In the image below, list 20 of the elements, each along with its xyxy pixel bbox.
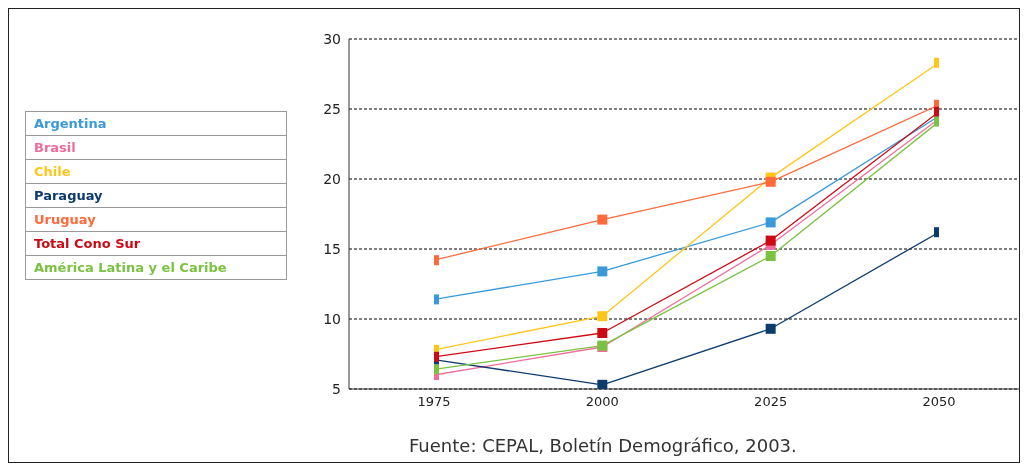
x-tick-label: 1975 bbox=[417, 394, 451, 410]
y-tick-label: 15 bbox=[323, 240, 341, 257]
text: Brasil bbox=[26, 135, 286, 159]
y-tick-label: 20 bbox=[323, 170, 341, 187]
text: Uruguay bbox=[26, 207, 286, 231]
y-tick-label: 25 bbox=[323, 100, 341, 117]
source-note: Fuente: CEPAL, Boletín Demográfico, 2003. bbox=[409, 435, 797, 456]
text: Paraguay bbox=[26, 183, 286, 207]
x-tick-label: 2025 bbox=[754, 394, 788, 410]
x-tick-label: 2050 bbox=[922, 394, 956, 410]
y-tick-label: 30 bbox=[323, 30, 341, 47]
x-tick-label: 2000 bbox=[585, 394, 619, 410]
point bbox=[597, 266, 608, 277]
point bbox=[765, 217, 776, 228]
y-tick-label: 5 bbox=[332, 380, 341, 397]
y-tick-label: 10 bbox=[323, 310, 341, 327]
text: Argentina bbox=[33, 115, 108, 133]
text: América Latina y el Caribe bbox=[26, 255, 286, 279]
text: Total Cono Sur bbox=[26, 231, 286, 255]
text: Chile bbox=[26, 159, 286, 183]
